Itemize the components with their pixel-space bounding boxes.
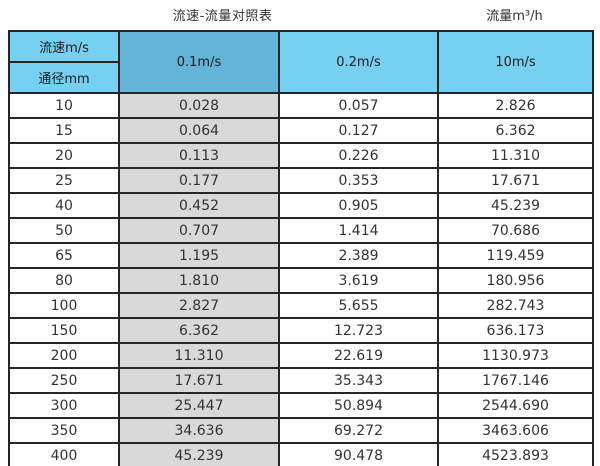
flow-value-cell: 636.173 [437, 317, 594, 344]
diameter-cell: 80 [8, 267, 120, 294]
flow-value-cell: 0.905 [278, 192, 439, 219]
flow-value-cell: 0.113 [118, 142, 280, 169]
diameter-cell: 10 [8, 92, 120, 119]
flow-value-cell: 6.362 [118, 317, 280, 344]
table-row: 400 45.239 90.478 4523.893 [8, 442, 594, 466]
flow-value-cell: 11.310 [437, 142, 594, 169]
flow-value-cell: 17.671 [118, 367, 280, 394]
table-row: 100 2.827 5.655 282.743 [8, 292, 594, 319]
flow-value-cell: 2544.690 [437, 392, 594, 419]
flow-value-cell: 35.343 [278, 367, 439, 394]
table-body: 10 0.028 0.057 2.826 15 0.064 0.127 6.362 20 0.11… [8, 92, 594, 466]
flow-value-cell: 34.636 [118, 417, 280, 444]
diameter-cell: 65 [8, 242, 120, 269]
flow-value-cell: 0.127 [278, 117, 439, 144]
flow-value-cell: 11.310 [118, 342, 280, 369]
flow-value-cell: 119.459 [437, 242, 594, 269]
diameter-cell: 20 [8, 142, 120, 169]
flow-value-cell: 70.686 [437, 217, 594, 244]
flow-value-cell: 0.057 [278, 92, 439, 119]
flow-value-cell: 25.447 [118, 392, 280, 419]
diameter-cell: 350 [8, 417, 120, 444]
diameter-cell: 15 [8, 117, 120, 144]
table-row: 10 0.028 0.057 2.826 [8, 92, 594, 119]
flow-value-cell: 0.707 [118, 217, 280, 244]
flow-value-cell: 50.894 [278, 392, 439, 419]
flow-value-cell: 45.239 [437, 192, 594, 219]
table-row: 25 0.177 0.353 17.671 [8, 167, 594, 194]
diameter-cell: 25 [8, 167, 120, 194]
flow-value-cell: 4523.893 [437, 442, 594, 466]
table-row: 65 1.195 2.389 119.459 [8, 242, 594, 269]
flow-value-cell: 45.239 [118, 442, 280, 466]
flow-value-cell: 1.195 [118, 242, 280, 269]
table-row: 20 0.113 0.226 11.310 [8, 142, 594, 169]
diameter-cell: 250 [8, 367, 120, 394]
flow-value-cell: 69.272 [278, 417, 439, 444]
flow-value-cell: 0.177 [118, 167, 280, 194]
table-row: 50 0.707 1.414 70.686 [8, 217, 594, 244]
flow-value-cell: 6.362 [437, 117, 594, 144]
flow-value-cell: 22.619 [278, 342, 439, 369]
column-header-0-2ms: 0.2m/s [278, 30, 439, 94]
corner-label-velocity: 流速m/s [8, 30, 120, 63]
diameter-cell: 40 [8, 192, 120, 219]
flow-value-cell: 17.671 [437, 167, 594, 194]
flow-value-cell: 1.810 [118, 267, 280, 294]
flow-value-cell: 0.064 [118, 117, 280, 144]
flow-value-cell: 2.826 [437, 92, 594, 119]
table-row: 150 6.362 12.723 636.173 [8, 317, 594, 344]
diameter-cell: 300 [8, 392, 120, 419]
column-header-0-1ms: 0.1m/s [118, 30, 280, 94]
flow-value-cell: 2.389 [278, 242, 439, 269]
flow-value-cell: 5.655 [278, 292, 439, 319]
diameter-cell: 200 [8, 342, 120, 369]
flow-value-cell: 3.619 [278, 267, 439, 294]
flow-value-cell: 180.956 [437, 267, 594, 294]
diameter-cell: 50 [8, 217, 120, 244]
flow-value-cell: 282.743 [437, 292, 594, 319]
flow-value-cell: 0.452 [118, 192, 280, 219]
table-header: 流速m/s 0.1m/s 0.2m/s 10m/s 通径mm [8, 30, 594, 94]
flow-value-cell: 0.028 [118, 92, 280, 119]
table-row: 15 0.064 0.127 6.362 [8, 117, 594, 144]
flow-value-cell: 2.827 [118, 292, 280, 319]
flow-value-cell: 1767.146 [437, 367, 594, 394]
flow-rate-table: 流速m/s 0.1m/s 0.2m/s 10m/s 通径mm 10 0.028 0.… [8, 30, 594, 466]
table-row: 200 11.310 22.619 1130.973 [8, 342, 594, 369]
diameter-cell: 150 [8, 317, 120, 344]
table-row: 350 34.636 69.272 3463.606 [8, 417, 594, 444]
diameter-cell: 100 [8, 292, 120, 319]
flow-value-cell: 1130.973 [437, 342, 594, 369]
table-row: 40 0.452 0.905 45.239 [8, 192, 594, 219]
table-row: 250 17.671 35.343 1767.146 [8, 367, 594, 394]
table-row: 80 1.810 3.619 180.956 [8, 267, 594, 294]
column-header-10ms: 10m/s [437, 30, 594, 94]
flow-value-cell: 3463.606 [437, 417, 594, 444]
flow-unit-label: 流量m³/h [486, 8, 543, 24]
flow-value-cell: 0.353 [278, 167, 439, 194]
corner-label-diameter: 通径mm [8, 61, 120, 94]
diameter-cell: 400 [8, 442, 120, 466]
flow-value-cell: 90.478 [278, 442, 439, 466]
table-row: 300 25.447 50.894 2544.690 [8, 392, 594, 419]
flow-value-cell: 0.226 [278, 142, 439, 169]
flow-value-cell: 12.723 [278, 317, 439, 344]
table-title: 流速-流量对照表 [172, 8, 273, 24]
flow-value-cell: 1.414 [278, 217, 439, 244]
